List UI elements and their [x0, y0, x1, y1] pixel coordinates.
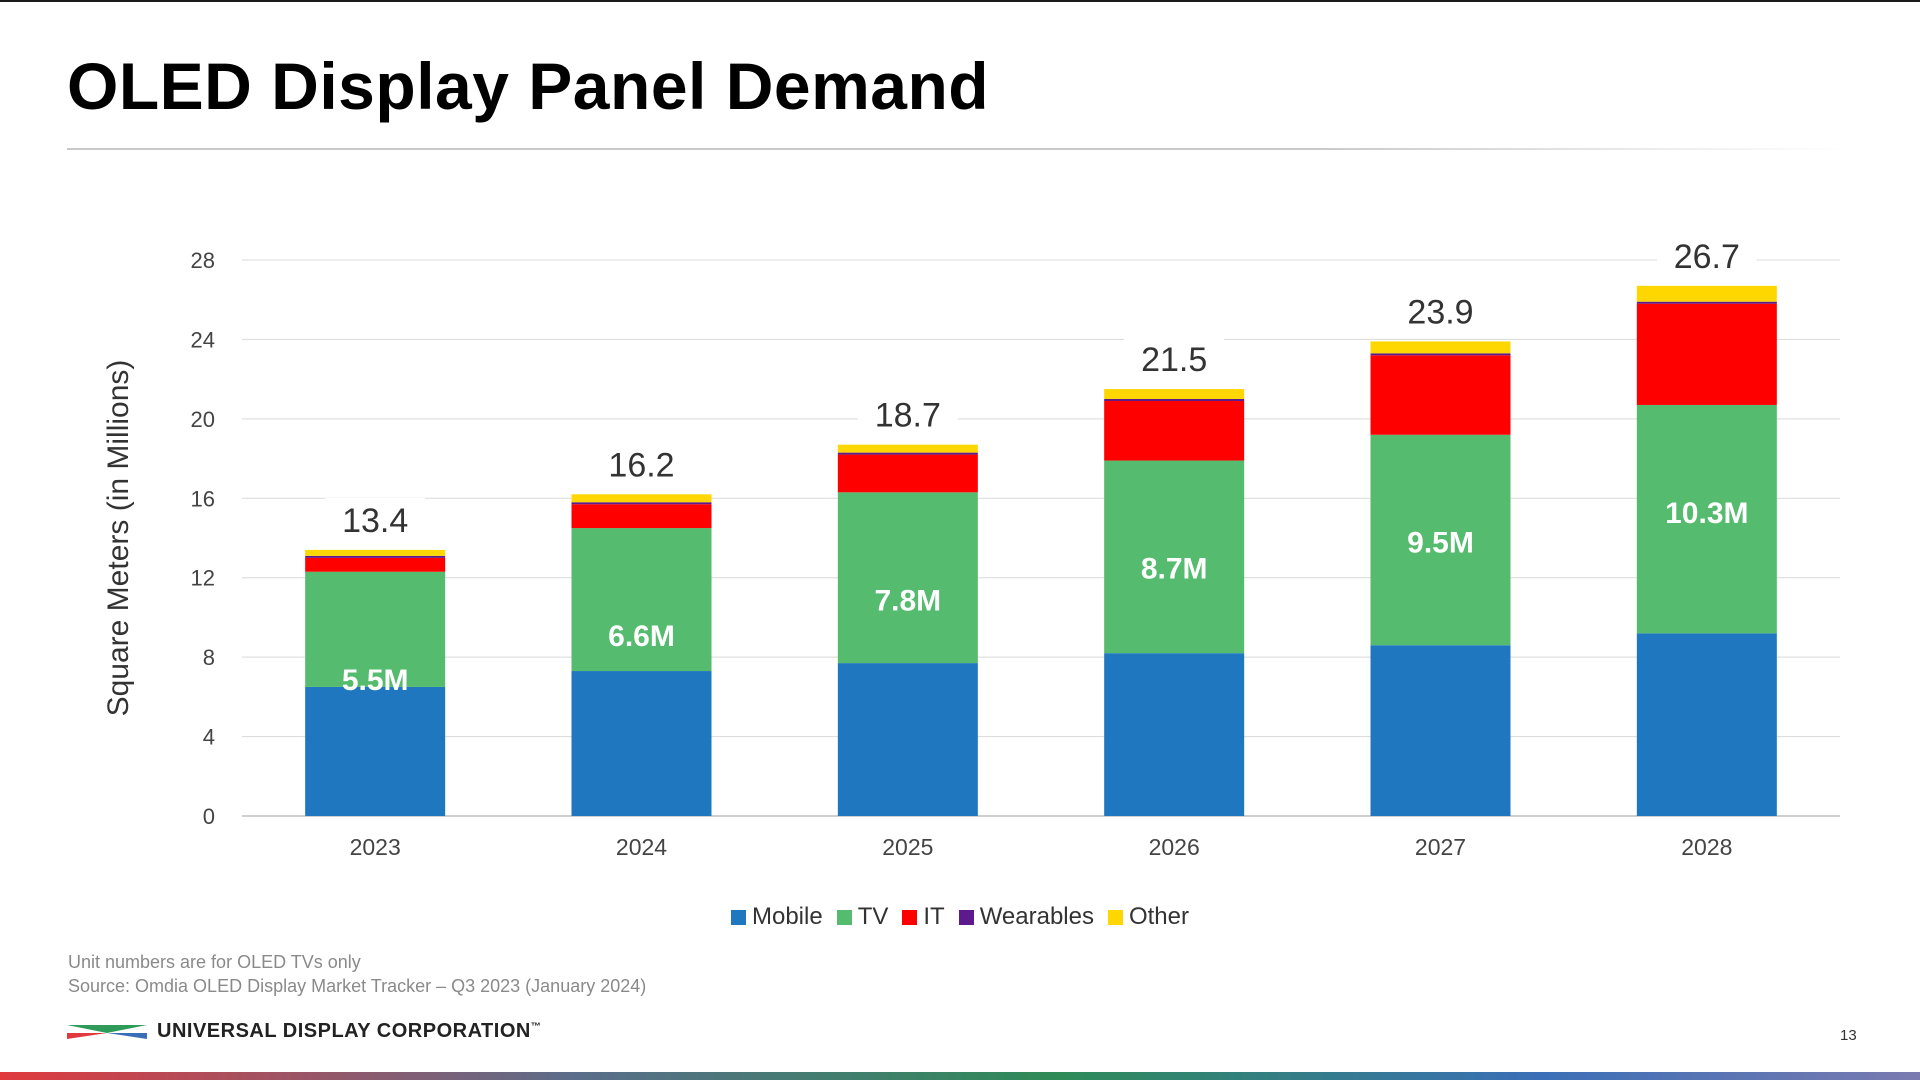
- legend-item-it: IT: [902, 903, 945, 931]
- legend-label: TV: [857, 903, 889, 930]
- bar-segment-tv: [837, 492, 978, 664]
- company-logo: UNIVERSAL DISPLAY CORPORATION™: [67, 1020, 541, 1043]
- total-label-bg: [1390, 289, 1491, 332]
- total-label: 13.4: [342, 502, 408, 540]
- tv-unit-label: 10.3M: [1665, 497, 1748, 530]
- bar-segment-wearables: [1636, 301, 1777, 304]
- bar-segment-wearables: [837, 452, 978, 455]
- bar-segment-mobile: [1104, 653, 1245, 816]
- udc-logo-icon: [67, 1024, 147, 1039]
- y-tick-label: 0: [203, 804, 215, 829]
- total-label: 21.5: [1141, 341, 1207, 379]
- bar-segment-it: [1636, 303, 1777, 405]
- y-tick-label: 8: [203, 645, 215, 670]
- footnote-unit-note: Unit numbers are for OLED TVs only: [68, 952, 361, 972]
- bar-segment-it: [1104, 400, 1245, 461]
- total-label-bg: [591, 442, 692, 485]
- bottom-color-bar: [0, 1072, 1920, 1080]
- total-label-bg: [857, 392, 958, 435]
- legend-swatch: [902, 909, 918, 925]
- bar-segment-it: [837, 454, 978, 493]
- legend-swatch: [958, 909, 974, 925]
- legend-label: Wearables: [979, 903, 1094, 930]
- x-tick-label: 2025: [882, 834, 933, 860]
- legend-label: Other: [1128, 903, 1189, 930]
- tv-unit-label: 5.5M: [342, 664, 409, 697]
- bar-segment-wearables: [571, 502, 712, 505]
- tv-unit-label: 8.7M: [1141, 553, 1208, 586]
- bar-segment-mobile: [1370, 645, 1511, 816]
- bar-segment-other: [1370, 341, 1511, 354]
- bar-segment-tv: [1370, 434, 1511, 646]
- bar-segment-other: [1104, 389, 1245, 399]
- y-tick-label: 12: [191, 566, 215, 591]
- bar-segment-other: [1636, 285, 1777, 302]
- bar-segment-it: [305, 557, 446, 572]
- legend-item-other: Other: [1107, 903, 1189, 931]
- y-tick-label: 20: [191, 407, 215, 432]
- legend-swatch: [836, 909, 852, 925]
- bar-segment-mobile: [1636, 633, 1777, 816]
- legend-item-wearables: Wearables: [958, 903, 1094, 931]
- bar-segment-wearables: [305, 555, 446, 558]
- y-tick-label: 16: [191, 486, 215, 511]
- bar-segment-tv: [571, 528, 712, 672]
- legend-swatch: [730, 909, 746, 925]
- x-tick-label: 2024: [616, 834, 667, 860]
- y-axis-title: Square Meters (in Millions): [102, 360, 135, 717]
- total-label: 18.7: [875, 397, 941, 435]
- top-border: [0, 0, 1920, 2]
- bar-segment-other: [571, 494, 712, 503]
- total-label-bg: [1656, 233, 1757, 276]
- x-tick-label: 2023: [350, 834, 401, 860]
- slide-title: OLED Display Panel Demand: [67, 49, 990, 123]
- tv-unit-label: 9.5M: [1407, 527, 1474, 560]
- legend-item-mobile: Mobile: [730, 903, 823, 931]
- bar-segment-tv: [1636, 404, 1777, 634]
- legend-item-tv: TV: [836, 903, 889, 931]
- legend-label: Mobile: [751, 903, 823, 930]
- bar-segment-it: [571, 504, 712, 529]
- company-name: UNIVERSAL DISPLAY CORPORATION™: [157, 1020, 542, 1042]
- footnote-source: Source: Omdia OLED Display Market Tracke…: [68, 976, 647, 996]
- bar-segment-wearables: [1370, 353, 1511, 356]
- total-label: 26.7: [1674, 238, 1740, 276]
- x-tick-label: 2026: [1149, 834, 1200, 860]
- total-label-bg: [1124, 337, 1225, 380]
- total-label: 16.2: [608, 446, 674, 484]
- bar-segment-other: [305, 549, 446, 556]
- y-tick-label: 28: [191, 248, 215, 273]
- bar-segment-tv: [305, 571, 446, 687]
- y-tick-label: 4: [203, 725, 215, 750]
- total-label: 23.9: [1407, 293, 1473, 331]
- legend-swatch: [1107, 909, 1123, 925]
- title-divider: [67, 148, 1847, 150]
- chart-legend: Mobile TV IT Wearables Other: [0, 903, 1920, 931]
- bar-segment-it: [1370, 355, 1511, 435]
- page-number: 13: [1840, 1027, 1857, 1044]
- bar-segment-other: [837, 444, 978, 453]
- tv-unit-label: 7.8M: [874, 584, 941, 617]
- y-tick-label: 24: [191, 327, 215, 352]
- x-tick-label: 2028: [1681, 834, 1732, 860]
- tv-unit-label: 6.6M: [608, 620, 675, 653]
- bar-segment-wearables: [1104, 399, 1245, 401]
- bar-segment-mobile: [837, 663, 978, 816]
- legend-label: IT: [923, 903, 945, 930]
- bar-segment-mobile: [305, 686, 446, 816]
- x-tick-label: 2027: [1415, 834, 1466, 860]
- bar-segment-mobile: [571, 671, 712, 816]
- bar-segment-tv: [1104, 460, 1245, 654]
- total-label-bg: [325, 497, 426, 540]
